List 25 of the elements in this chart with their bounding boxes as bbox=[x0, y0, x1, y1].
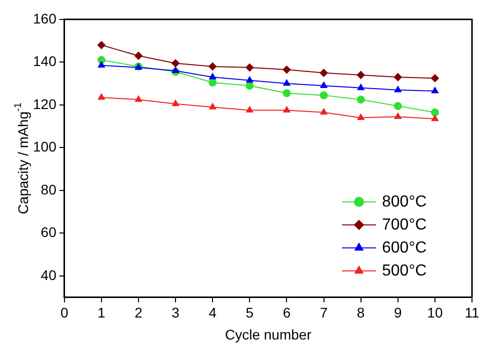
x-tick-label: 2 bbox=[134, 304, 143, 321]
x-tick-label: 0 bbox=[60, 304, 68, 321]
x-tick-label: 8 bbox=[356, 304, 365, 321]
legend-label: 500°C bbox=[382, 262, 427, 280]
x-tick-label: 4 bbox=[208, 304, 217, 321]
x-tick-label: 9 bbox=[394, 304, 402, 321]
x-tick-label: 10 bbox=[427, 304, 443, 321]
y-tick-label: 100 bbox=[33, 138, 57, 155]
y-tick-label: 40 bbox=[40, 266, 57, 283]
y-tick-label: 120 bbox=[33, 96, 57, 112]
legend-label: 700°C bbox=[382, 216, 427, 234]
y-tick-label: 140 bbox=[33, 53, 57, 70]
y-tick-label: 80 bbox=[40, 181, 57, 198]
x-tick-label: 11 bbox=[464, 304, 480, 321]
x-tick-label: 6 bbox=[282, 304, 291, 321]
x-axis-title: Cycle number bbox=[224, 326, 312, 342]
x-tick-label: 1 bbox=[98, 304, 106, 321]
y-axis-title: Capacity / mAhg-1 bbox=[12, 102, 31, 214]
y-tick-label: 60 bbox=[40, 224, 57, 240]
y-tick-label: 160 bbox=[33, 10, 57, 26]
legend-label: 800°C bbox=[382, 193, 427, 210]
x-tick-label: 5 bbox=[246, 304, 254, 321]
legend-label: 600°C bbox=[382, 239, 427, 256]
x-tick-label: 7 bbox=[320, 304, 328, 321]
x-tick-label: 3 bbox=[172, 304, 180, 321]
